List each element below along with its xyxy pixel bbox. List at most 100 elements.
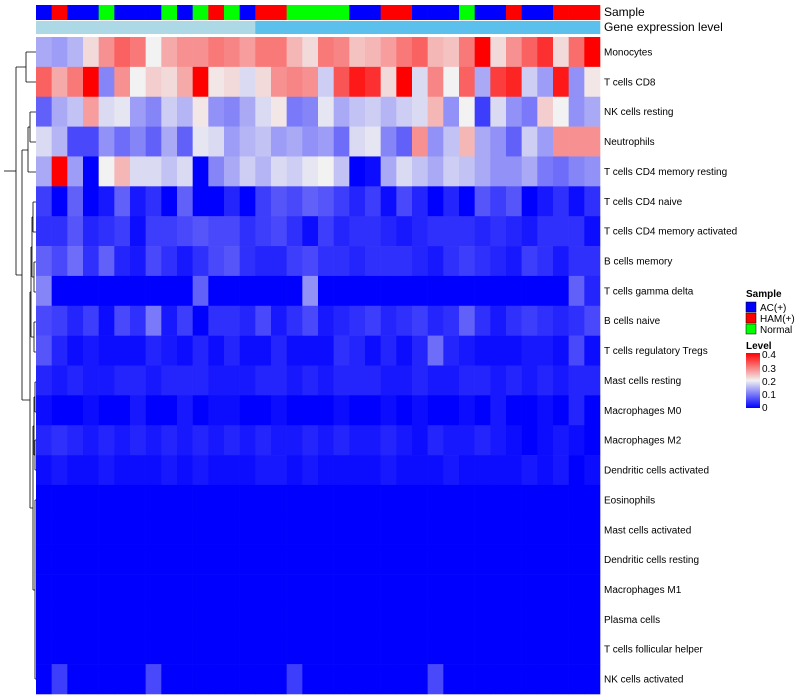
heatmap-cell	[365, 216, 381, 247]
heatmap-cell	[349, 335, 366, 366]
heatmap-cell	[553, 514, 569, 545]
heatmap-cell	[365, 484, 381, 516]
heatmap-cell	[51, 37, 68, 68]
expression-annotation-label: Gene expression level	[604, 20, 723, 34]
heatmap-cell	[333, 514, 350, 545]
heatmap-cell	[36, 425, 52, 456]
heatmap-cell	[459, 484, 475, 516]
expression-annotation-cell	[239, 21, 256, 34]
heatmap-cell	[474, 395, 491, 426]
heatmap-cell	[98, 186, 115, 217]
heatmap-cell	[271, 246, 287, 277]
heatmap-cell	[114, 156, 131, 187]
heatmap-cell	[130, 275, 146, 307]
heatmap-cell	[474, 544, 491, 575]
heatmap-cell	[349, 574, 366, 605]
row-label: B cells memory	[604, 256, 672, 267]
heatmap-cell	[380, 156, 397, 187]
heatmap-cell	[412, 335, 428, 366]
heatmap-cell	[427, 126, 444, 157]
expression-annotation-cell	[459, 21, 475, 34]
heatmap-cell	[98, 246, 115, 277]
heatmap-cell	[302, 544, 319, 575]
heatmap-cell	[239, 305, 256, 336]
heatmap-cell	[114, 246, 131, 277]
heatmap-cell	[490, 365, 507, 396]
heatmap-cell	[537, 305, 554, 336]
heatmap-cell	[427, 216, 444, 247]
heatmap-cell	[161, 186, 178, 217]
heatmap-cell	[568, 156, 585, 187]
heatmap-cell	[177, 634, 193, 665]
heatmap-cell	[521, 455, 538, 486]
heatmap-cell	[568, 544, 585, 575]
heatmap-cell	[380, 275, 397, 307]
heatmap-cell	[161, 664, 178, 695]
heatmap-cell	[302, 574, 319, 605]
heatmap-cell	[36, 484, 52, 516]
row-label: Macrophages M2	[604, 436, 682, 447]
heatmap-cell	[224, 365, 240, 396]
heatmap-cell	[286, 275, 303, 307]
heatmap-cell	[177, 96, 193, 127]
heatmap-cell	[145, 544, 162, 575]
heatmap-cell	[161, 365, 178, 396]
heatmap-cell	[380, 66, 397, 98]
sample-annotation-cell	[255, 5, 272, 20]
expression-annotation-cell	[396, 21, 413, 34]
heatmap-cell	[584, 425, 601, 456]
heatmap-cell	[349, 634, 366, 665]
heatmap-cell	[208, 634, 225, 665]
heatmap-cell	[177, 425, 193, 456]
heatmap-cell	[349, 484, 366, 516]
heatmap-cell	[412, 365, 428, 396]
heatmap-cell	[161, 305, 178, 336]
heatmap-cell	[396, 156, 413, 187]
heatmap-cell	[365, 544, 381, 575]
heatmap-cell	[412, 455, 428, 486]
heatmap-cell	[537, 514, 554, 545]
heatmap-cell	[506, 37, 522, 68]
heatmap-cell	[459, 126, 475, 157]
heatmap-cell	[553, 126, 569, 157]
heatmap-cell	[459, 335, 475, 366]
heatmap-cell	[318, 514, 334, 545]
heatmap-cell	[490, 37, 507, 68]
heatmap-cell	[584, 96, 601, 127]
heatmap-cell	[553, 37, 569, 68]
heatmap-cell	[98, 395, 115, 426]
heatmap-cell	[67, 186, 84, 217]
heatmap-cell	[130, 335, 146, 366]
heatmap-cell	[443, 96, 460, 127]
heatmap-cell	[568, 246, 585, 277]
heatmap-cell	[224, 305, 240, 336]
heatmap-cell	[208, 664, 225, 695]
heatmap-cell	[380, 305, 397, 336]
heatmap-cell	[318, 246, 334, 277]
heatmap-cell	[161, 66, 178, 98]
heatmap-cell	[161, 275, 178, 307]
heatmap-cell	[208, 126, 225, 157]
heatmap-cell	[98, 126, 115, 157]
heatmap-cell	[427, 484, 444, 516]
heatmap-cell	[255, 246, 272, 277]
sample-annotation-cell	[208, 5, 225, 20]
heatmap-cell	[255, 365, 272, 396]
heatmap-cell	[333, 365, 350, 396]
heatmap-cell	[161, 335, 178, 366]
heatmap-cell	[584, 275, 601, 307]
heatmap-cell	[98, 604, 115, 635]
heatmap-cell	[380, 634, 397, 665]
heatmap-cell	[67, 216, 84, 247]
heatmap-cell	[192, 156, 209, 187]
heatmap-cell	[427, 335, 444, 366]
heatmap-cell	[521, 156, 538, 187]
heatmap-cell	[208, 484, 225, 516]
heatmap-cell	[208, 216, 225, 247]
heatmap-cell	[208, 455, 225, 486]
heatmap-cell	[443, 126, 460, 157]
heatmap-cell	[145, 156, 162, 187]
heatmap-cell	[521, 365, 538, 396]
heatmap-cell	[36, 395, 52, 426]
row-label: Dendritic cells resting	[604, 555, 699, 566]
